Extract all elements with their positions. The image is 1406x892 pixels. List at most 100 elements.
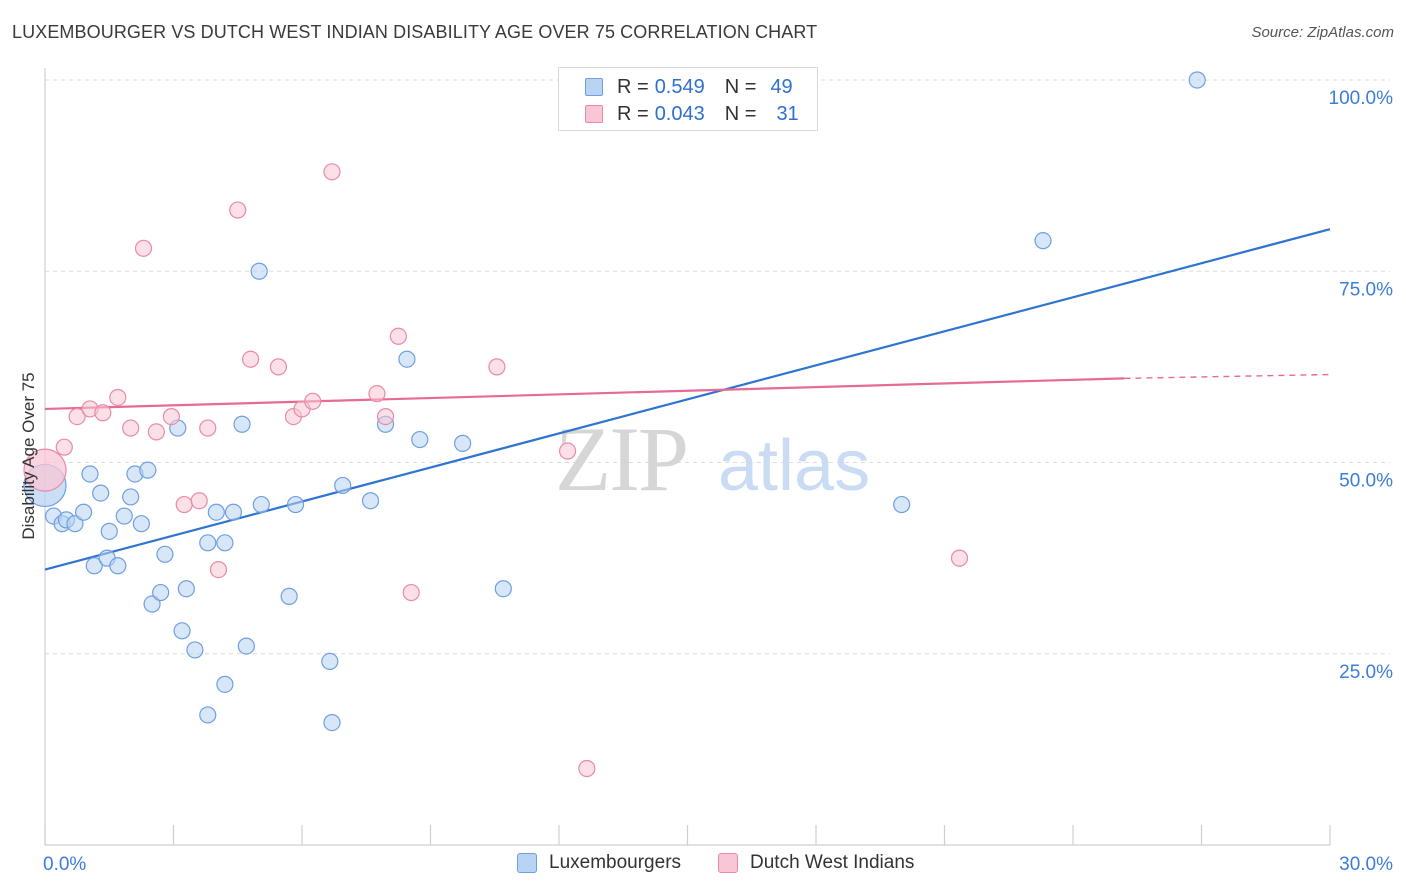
- dutch-west-indian-point: [368, 385, 386, 403]
- legend-row-luxembourgers: R = 0.549 N = 49: [585, 74, 793, 100]
- grid-lines: [45, 79, 1390, 655]
- luxembourger-point: [139, 461, 157, 479]
- dutch-west-indian-point: [209, 560, 228, 579]
- tick-labels: 25.0% 50.0% 75.0% 100.0% 0.0% 30.0%: [43, 88, 1393, 875]
- luxembourger-point: [143, 595, 161, 613]
- dutch-west-indian-point: [269, 358, 288, 376]
- luxembourger-point: [361, 492, 380, 510]
- legend-row-dutch-west-indians: R = 0.043 N = 31: [585, 101, 799, 127]
- y-tick-label: 100.0%: [1329, 88, 1394, 109]
- luxembourger-point: [323, 713, 341, 732]
- luxembourger-point: [81, 465, 99, 483]
- luxembourger-point: [173, 622, 191, 640]
- dutch-west-indian-point: [323, 163, 341, 181]
- luxembourger-point: [92, 484, 110, 502]
- axes: [44, 68, 1331, 846]
- legend-item-luxembourgers[interactable]: Luxembourgers: [517, 852, 681, 874]
- dutch-west-indian-point: [199, 419, 217, 437]
- legend-n-label: N =: [724, 75, 757, 98]
- dutch-west-indian-point: [242, 350, 260, 368]
- dutch-west-indian-point: [23, 448, 67, 492]
- dutch-west-indian-point: [229, 201, 247, 219]
- luxembourger-point: [199, 534, 217, 552]
- luxembourger-point: [66, 515, 84, 533]
- series-legend: Luxembourgers Dutch West Indians: [0, 852, 1406, 876]
- x-tick-label: 0.0%: [43, 854, 86, 875]
- watermark-zip: ZIP: [555, 408, 687, 510]
- luxembourger-point: [1188, 71, 1206, 89]
- luxembourger-point: [216, 534, 234, 552]
- legend-label: Luxembourgers: [549, 852, 682, 873]
- luxembourger-point: [237, 637, 255, 655]
- luxembourger-point: [109, 557, 127, 575]
- luxembourger-point: [334, 476, 352, 495]
- y-tick-label: 50.0%: [1339, 471, 1393, 492]
- legend-r-value: 0.043: [654, 102, 705, 125]
- data-points: [23, 71, 1206, 778]
- luxembourger-point: [321, 652, 339, 671]
- x-tick-label: 30.0%: [1339, 854, 1393, 875]
- dutch-west-indian-point: [488, 358, 506, 376]
- stats-legend: R = 0.549 N = 49 R = 0.043 N = 31: [558, 67, 818, 131]
- dutch-west-indian-point: [558, 442, 577, 460]
- dutch-west-indian-point: [389, 327, 407, 345]
- luxembourger-point: [411, 430, 429, 449]
- legend-swatch-blue: [585, 78, 603, 96]
- luxembourger-point: [100, 522, 118, 540]
- dutch-west-indian-point: [122, 419, 140, 437]
- dutch-west-indian-point: [304, 392, 322, 410]
- legend-n-value: 49: [770, 75, 793, 98]
- luxembourger-point: [132, 515, 150, 533]
- dutch-west-indian-point: [55, 438, 73, 456]
- legend-swatch-pink: [585, 105, 603, 123]
- chart-title: LUXEMBOURGER VS DUTCH WEST INDIAN DISABI…: [12, 22, 818, 42]
- dutch-west-indian-trend-line: [44, 377, 1125, 411]
- dutch-west-indian-point: [147, 423, 165, 441]
- legend-n-label: N =: [724, 102, 757, 125]
- dutch-west-indian-point: [190, 492, 208, 510]
- legend-r-value: 0.549: [654, 75, 705, 98]
- luxembourger-point: [207, 503, 225, 521]
- luxembourger-point: [454, 434, 472, 452]
- dutch-west-indian-point: [162, 408, 180, 426]
- dutch-west-indian-point: [175, 495, 193, 514]
- legend-item-dutch-west-indians[interactable]: Dutch West Indians: [718, 852, 914, 874]
- luxembourger-point: [85, 557, 103, 575]
- luxembourger-point: [199, 706, 217, 724]
- y-axis-label: Disability Age Over 75: [19, 372, 38, 539]
- luxembourger-point: [74, 503, 93, 521]
- dutch-west-indian-point: [402, 583, 420, 602]
- luxembourger-point: [115, 507, 133, 525]
- legend-n-value: 31: [776, 102, 799, 125]
- source-credit: Source: ZipAtlas.com: [1251, 24, 1394, 41]
- luxembourger-point: [233, 415, 251, 433]
- luxembourger-point: [286, 495, 305, 514]
- luxembourger-point: [252, 495, 270, 514]
- luxembourger-point: [224, 503, 243, 521]
- dutch-west-indian-point: [950, 549, 969, 567]
- dutch-west-indian-point: [134, 239, 153, 257]
- dutch-west-indian-trend-extension: [1124, 373, 1331, 380]
- legend-swatch-pink: [718, 853, 738, 873]
- y-tick-label: 25.0%: [1339, 662, 1393, 683]
- dutch-west-indian-point: [376, 408, 395, 426]
- legend-r-label: R =: [617, 102, 649, 125]
- legend-r-label: R =: [617, 75, 649, 98]
- luxembourger-point: [398, 350, 416, 368]
- luxembourger-point: [494, 580, 512, 598]
- legend-label: Dutch West Indians: [750, 852, 915, 873]
- luxembourger-point: [152, 583, 170, 602]
- luxembourger-point: [1034, 232, 1052, 250]
- luxembourger-point: [122, 488, 140, 506]
- legend-swatch-blue: [517, 853, 537, 873]
- luxembourger-point: [156, 545, 174, 563]
- luxembourger-point: [186, 641, 204, 659]
- luxembourger-point: [893, 495, 911, 514]
- luxembourger-point: [280, 587, 298, 605]
- luxembourger-point: [250, 262, 268, 280]
- luxembourger-point: [177, 580, 195, 598]
- y-tick-label: 75.0%: [1339, 279, 1393, 300]
- dutch-west-indian-point: [109, 388, 127, 407]
- dutch-west-indian-point: [578, 759, 596, 778]
